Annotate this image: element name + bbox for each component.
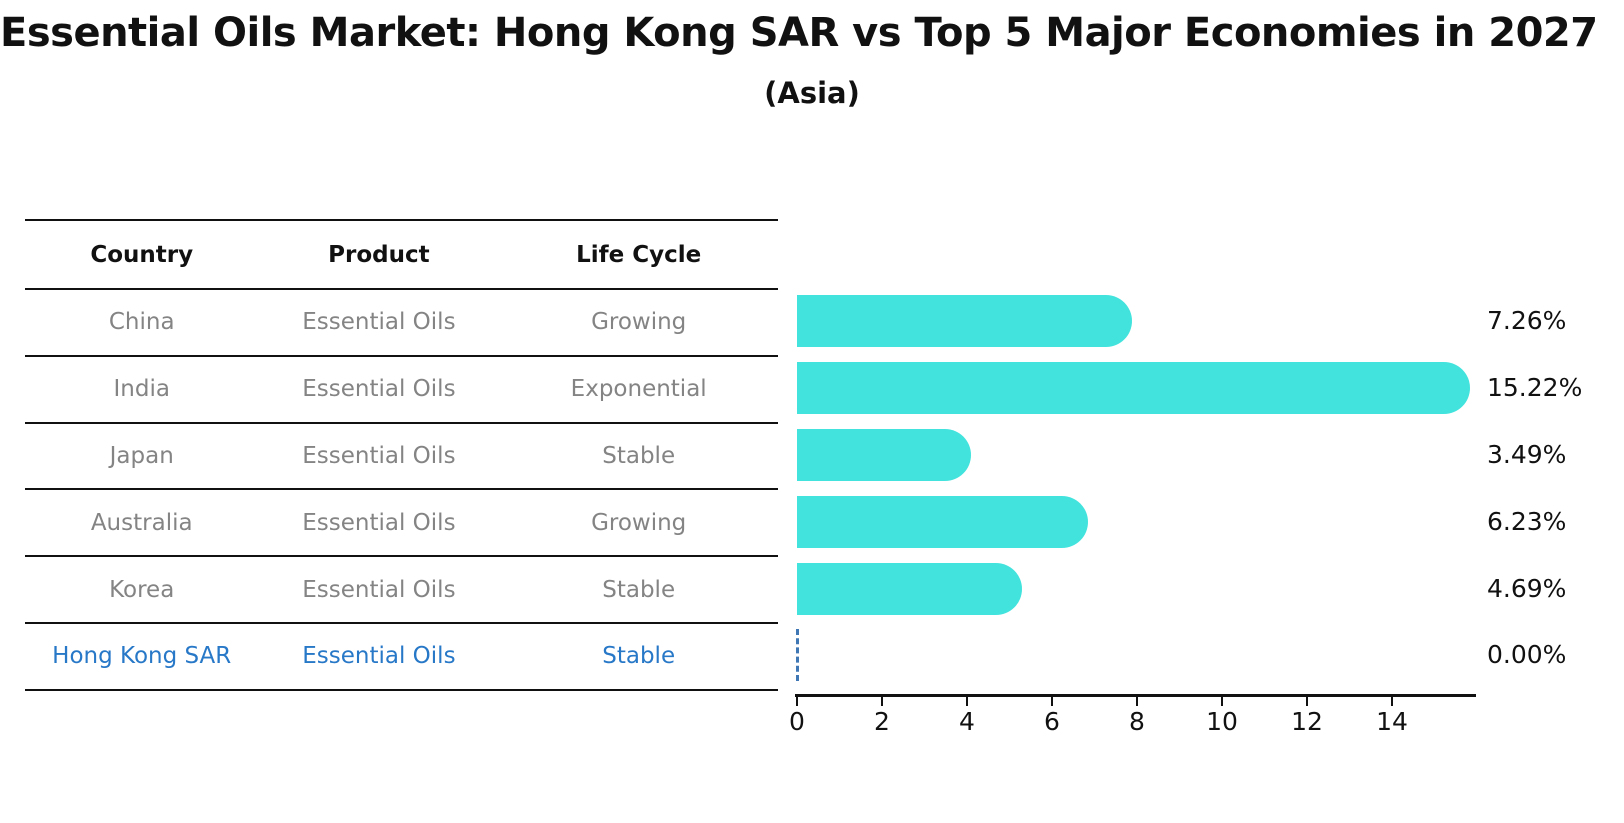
table-row: India Essential Oils Exponential bbox=[25, 357, 778, 424]
x-tick bbox=[1391, 697, 1393, 706]
x-tick-label: 12 bbox=[1291, 707, 1323, 736]
table-cell-country: Australia bbox=[90, 509, 193, 536]
x-tick bbox=[1136, 697, 1138, 706]
table-header-country: Country bbox=[90, 241, 194, 268]
table-cell-life-cycle: Growing bbox=[591, 309, 687, 336]
bar-australia bbox=[797, 495, 1088, 548]
table-cell-country[interactable]: Hong Kong SAR bbox=[52, 643, 232, 670]
bar-india bbox=[797, 362, 1470, 415]
chart-subtitle: (Asia) bbox=[764, 76, 860, 110]
bar-korea bbox=[797, 562, 1023, 615]
x-tick bbox=[966, 697, 968, 706]
x-tick bbox=[881, 697, 883, 706]
table-cell-product: Essential Oils bbox=[302, 309, 456, 336]
x-tick bbox=[1221, 697, 1223, 706]
table-cell-life-cycle: Stable bbox=[602, 442, 676, 469]
bar-value-label: 6.23% bbox=[1487, 506, 1567, 536]
table-cell-product: Essential Oils bbox=[302, 576, 456, 603]
summary-table: Country Product Life Cycle China Essentia… bbox=[25, 219, 778, 691]
table-row: China Essential Oils Growing bbox=[25, 290, 778, 357]
bar-china bbox=[797, 295, 1132, 348]
chart-title: Essential Oils Market: Hong Kong SAR vs … bbox=[0, 10, 1598, 56]
x-tick bbox=[796, 697, 798, 706]
table-cell-product[interactable]: Essential Oils bbox=[302, 643, 456, 670]
x-axis-line bbox=[795, 694, 1476, 697]
table-cell-country: India bbox=[113, 376, 170, 403]
table-cell-life-cycle[interactable]: Stable bbox=[602, 643, 676, 670]
table-row: Australia Essential Oils Growing bbox=[25, 490, 778, 558]
x-tick-label: 0 bbox=[789, 707, 805, 736]
table-row: Korea Essential Oils Stable bbox=[25, 557, 778, 624]
table-header-product: Product bbox=[328, 241, 430, 268]
table-cell-product: Essential Oils bbox=[302, 509, 456, 536]
x-tick-label: 4 bbox=[959, 707, 975, 736]
table-cell-life-cycle: Exponential bbox=[570, 376, 707, 403]
bar-japan bbox=[797, 429, 972, 481]
x-tick bbox=[1051, 697, 1053, 706]
table-cell-life-cycle: Stable bbox=[602, 576, 676, 603]
table-header-life-cycle: Life Cycle bbox=[576, 241, 702, 268]
table-cell-country: China bbox=[108, 309, 175, 336]
x-tick-label: 14 bbox=[1376, 707, 1408, 736]
table-row: Hong Kong SAR Essential Oils Stable bbox=[25, 624, 778, 691]
x-tick bbox=[1306, 697, 1308, 706]
table-header-row: Country Product Life Cycle bbox=[25, 219, 778, 290]
table-cell-product: Essential Oils bbox=[302, 376, 456, 403]
x-tick-label: 10 bbox=[1206, 707, 1238, 736]
table-row: Japan Essential Oils Stable bbox=[25, 424, 778, 491]
x-tick-label: 8 bbox=[1129, 707, 1145, 736]
table-cell-country: Korea bbox=[109, 576, 175, 603]
bar-value-label: 15.22% bbox=[1487, 373, 1583, 403]
table-cell-country: Japan bbox=[109, 442, 174, 469]
zero-value-marker bbox=[796, 629, 799, 682]
table-body: China Essential Oils Growing India Essential… bbox=[25, 290, 778, 691]
bar-value-label: 4.69% bbox=[1487, 573, 1567, 603]
bar-value-label: 0.00% bbox=[1487, 640, 1567, 670]
x-tick-label: 6 bbox=[1044, 707, 1060, 736]
bar-value-label: 3.49% bbox=[1487, 440, 1567, 469]
table-cell-life-cycle: Growing bbox=[591, 509, 687, 536]
bar-value-label: 7.26% bbox=[1487, 306, 1567, 336]
table-cell-product: Essential Oils bbox=[302, 442, 456, 469]
x-tick-label: 2 bbox=[874, 707, 890, 736]
